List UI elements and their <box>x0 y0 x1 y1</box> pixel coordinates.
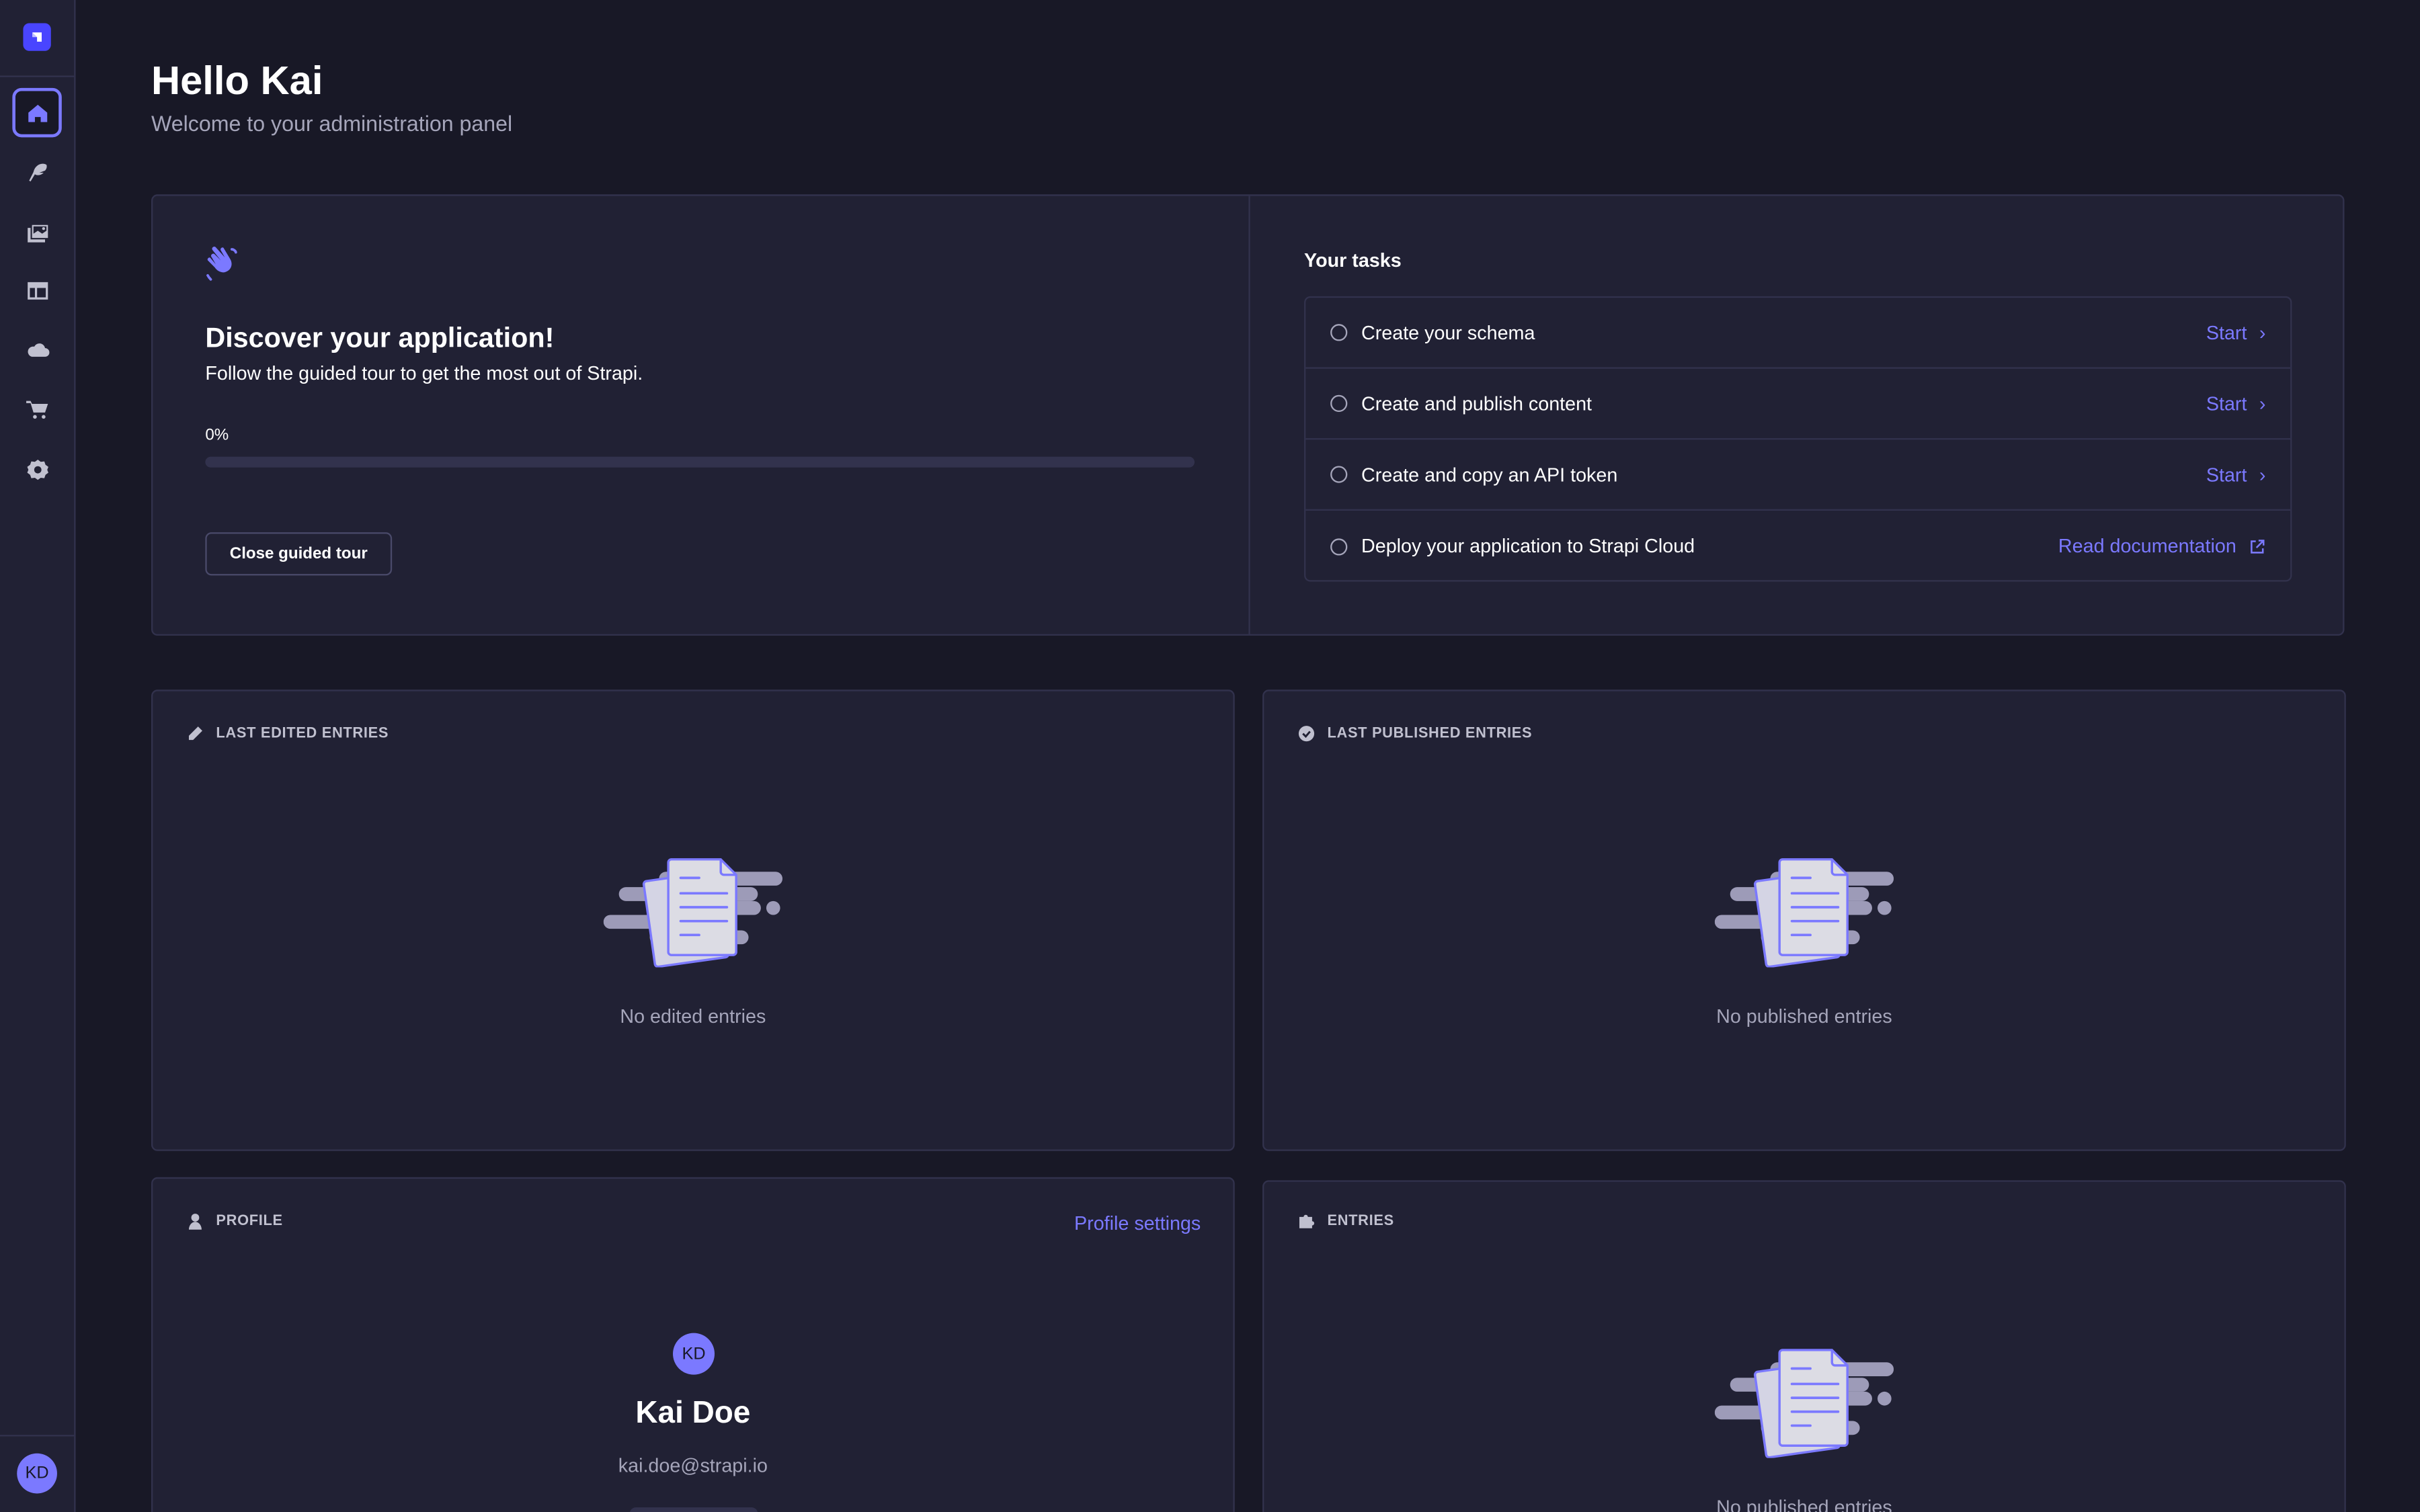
sidebar-item-content-type-builder[interactable] <box>12 265 61 314</box>
divider <box>0 75 75 77</box>
task-action-label: Read documentation <box>2058 535 2236 557</box>
progress-label: 0% <box>205 425 229 445</box>
home-icon <box>28 103 47 122</box>
profile-name: Kai Doe <box>635 1396 751 1431</box>
task-label: Create and copy an API token <box>1361 463 1618 486</box>
profile-settings-link[interactable]: Profile settings <box>1074 1212 1201 1234</box>
page-subtitle: Welcome to your administration panel <box>151 111 513 136</box>
wave-hand-icon <box>206 247 237 281</box>
task-item: Create and copy an API token Start › <box>1305 439 2291 511</box>
task-label: Create your schema <box>1361 321 1535 343</box>
task-label: Deploy your application to Strapi Cloud <box>1361 535 1695 557</box>
external-link-icon <box>2251 539 2265 553</box>
task-start-link[interactable]: Start › <box>2206 392 2266 414</box>
profile-card: PROFILE Profile settings KD Kai Doe kai.… <box>151 1177 1235 1512</box>
empty-documents-illustration <box>603 858 783 968</box>
card-header: LAST PUBLISHED ENTRIES <box>1298 725 1532 742</box>
task-status-radio <box>1330 394 1348 413</box>
empty-state-text: No published entries <box>1716 1497 1892 1512</box>
strapi-logo[interactable] <box>23 23 51 51</box>
cart-icon <box>25 400 48 418</box>
user-icon <box>188 1214 202 1230</box>
chevron-right-icon: › <box>2259 321 2266 343</box>
chevron-right-icon: › <box>2259 392 2266 415</box>
tasks-title: Your tasks <box>1304 249 1402 272</box>
task-item: Create your schema Start › <box>1305 298 2291 369</box>
profile-button[interactable] <box>629 1507 758 1512</box>
sidebar-item-content-manager[interactable] <box>12 146 61 196</box>
gear-icon <box>26 458 48 480</box>
card-title: PROFILE <box>216 1212 283 1230</box>
task-status-radio <box>1330 324 1348 341</box>
task-action-label: Start <box>2206 463 2247 486</box>
guided-tour-panel: Discover your application! Follow the gu… <box>151 194 2345 636</box>
task-list: Create your schema Start › Create and pub… <box>1304 296 2292 582</box>
divider <box>1248 196 1250 634</box>
sidebar-item-media-library[interactable] <box>12 207 61 256</box>
layout-icon <box>27 281 48 299</box>
read-documentation-link[interactable]: Read documentation <box>2058 536 2265 557</box>
progress-bar <box>205 456 1195 468</box>
profile-email: kai.doe@strapi.io <box>618 1455 768 1477</box>
chevron-right-icon: › <box>2259 463 2266 486</box>
empty-state-text: No published entries <box>1716 1005 1892 1028</box>
feather-icon <box>28 163 46 181</box>
user-avatar[interactable]: KD <box>17 1453 57 1494</box>
profile-avatar: KD <box>673 1333 715 1375</box>
task-label: Create and publish content <box>1361 392 1592 415</box>
card-header: ENTRIES <box>1298 1213 1394 1230</box>
page-title: Hello Kai <box>151 56 323 103</box>
tour-description: Follow the guided tour to get the most o… <box>205 362 643 384</box>
pencil-icon <box>188 726 202 741</box>
task-start-link[interactable]: Start › <box>2206 464 2266 485</box>
card-header: PROFILE <box>187 1213 283 1230</box>
images-icon <box>27 224 48 242</box>
puzzle-icon <box>1299 1214 1315 1228</box>
task-item: Deploy your application to Strapi Cloud … <box>1305 511 2290 582</box>
last-published-entries-card: LAST PUBLISHED ENTRIES No published entr… <box>1262 689 2346 1151</box>
card-title: LAST EDITED ENTRIES <box>216 725 389 743</box>
task-action-label: Start <box>2206 321 2247 343</box>
task-status-radio <box>1330 466 1348 483</box>
card-header: LAST EDITED ENTRIES <box>187 725 389 742</box>
entries-card: ENTRIES No published entries <box>1262 1180 2346 1512</box>
task-status-radio <box>1330 538 1348 555</box>
check-circle-icon <box>1298 726 1315 742</box>
task-start-link[interactable]: Start › <box>2206 322 2266 343</box>
card-title: LAST PUBLISHED ENTRIES <box>1327 725 1533 743</box>
card-title: ENTRIES <box>1327 1212 1394 1230</box>
last-edited-entries-card: LAST EDITED ENTRIES No edited entries <box>151 689 1235 1151</box>
sidebar-item-deploy[interactable] <box>12 325 61 374</box>
divider <box>0 1435 75 1437</box>
sidebar-item-home[interactable] <box>12 87 62 138</box>
cloud-icon <box>27 342 49 356</box>
empty-documents-illustration <box>1714 858 1894 968</box>
sidebar: KD <box>0 0 76 1512</box>
task-item: Create and publish content Start › <box>1305 369 2291 440</box>
close-guided-tour-button[interactable]: Close guided tour <box>205 532 393 576</box>
tour-title: Discover your application! <box>205 322 555 353</box>
empty-state-text: No edited entries <box>620 1005 766 1028</box>
task-action-label: Start <box>2206 392 2247 415</box>
empty-documents-illustration <box>1714 1349 1894 1458</box>
sidebar-item-marketplace[interactable] <box>12 384 61 433</box>
sidebar-item-settings[interactable] <box>12 444 61 493</box>
